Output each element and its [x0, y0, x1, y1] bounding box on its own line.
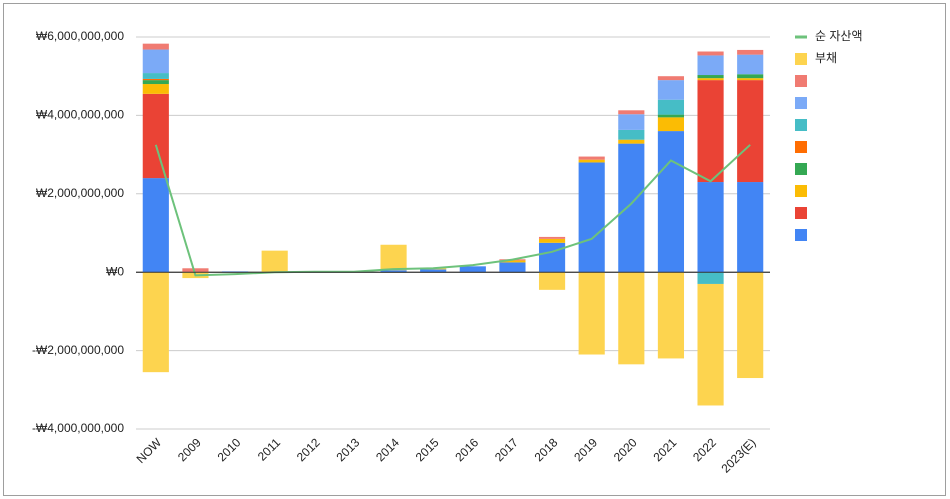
line-series — [154, 144, 751, 277]
bar-segment — [618, 129, 645, 140]
bar-segment — [697, 51, 724, 56]
legend-swatch — [795, 53, 807, 65]
bar-segment — [697, 182, 724, 273]
bar-segment — [737, 78, 764, 81]
y-tick-label: ₩4,000,000,000 — [36, 108, 124, 122]
bar-segment — [618, 143, 645, 273]
legend-swatch — [795, 119, 807, 131]
y-tick-label: ₩6,000,000,000 — [36, 29, 124, 43]
bar-segment — [499, 260, 526, 263]
bar-segment — [657, 114, 685, 118]
bar-segment — [538, 272, 566, 290]
bar-segment — [578, 159, 605, 163]
bar-segment — [499, 262, 526, 273]
y-tick-label: -₩4,000,000,000 — [32, 421, 124, 435]
bar-segment — [657, 80, 685, 100]
bar-segment — [737, 49, 764, 55]
bar-segment — [142, 80, 169, 85]
bar-segment — [261, 250, 288, 273]
legend-swatch — [795, 185, 807, 197]
bar-segment — [657, 76, 685, 81]
bar-segment — [697, 75, 724, 79]
bar-segment — [737, 182, 764, 273]
legend-swatch — [795, 207, 807, 219]
bar-segment — [618, 110, 645, 115]
bar-segment — [657, 272, 685, 359]
bar-segment — [459, 266, 486, 273]
bar-segment — [538, 242, 566, 273]
bar-segment — [737, 54, 764, 75]
legend-swatch — [795, 141, 807, 153]
bar-segment — [697, 272, 724, 284]
bar-segment — [142, 272, 169, 373]
bar-segment — [697, 55, 724, 76]
bar-segment — [538, 238, 566, 243]
bar-segment — [380, 270, 407, 273]
bar-segment — [697, 80, 724, 183]
y-tick-label: ₩0 — [106, 264, 124, 278]
bar-segment — [657, 117, 685, 132]
bar-segment — [737, 74, 764, 79]
bar-segment — [142, 84, 169, 94]
bar-segment — [142, 49, 169, 74]
bar-segment — [142, 43, 169, 50]
bar-segment — [578, 162, 605, 273]
y-tick-label: ₩2,000,000,000 — [36, 186, 124, 200]
bar-segment — [142, 78, 169, 81]
bar-segment — [182, 268, 209, 273]
legend-swatch — [795, 97, 807, 109]
legend-label: 순 자산액 — [815, 29, 863, 43]
legend-swatch — [795, 75, 807, 87]
bar-segment — [538, 236, 566, 239]
bar-segment — [737, 80, 764, 183]
bar-segment — [578, 156, 605, 160]
bar-segment — [618, 139, 645, 144]
bar-segment — [142, 178, 169, 273]
bar-segment — [578, 272, 605, 355]
bar-segment — [142, 73, 169, 79]
legend-swatch — [795, 163, 807, 175]
bar-segment — [420, 269, 447, 273]
bar-segment — [618, 272, 645, 365]
bar-segment — [380, 244, 407, 271]
bar-segment — [697, 283, 724, 406]
bar-segment — [618, 114, 645, 130]
bar-segment — [142, 93, 169, 179]
legend-swatch — [795, 229, 807, 241]
bar-segment — [657, 131, 685, 273]
legend-label: 부채 — [815, 51, 837, 65]
y-tick-label: -₩2,000,000,000 — [32, 343, 124, 357]
bar-segment — [657, 99, 685, 115]
bar-segment — [737, 272, 764, 379]
bar-segment — [697, 78, 724, 81]
